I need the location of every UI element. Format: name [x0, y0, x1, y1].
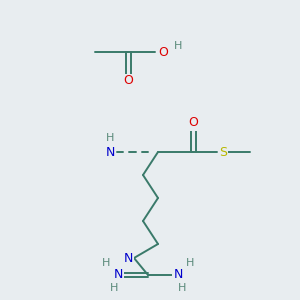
Text: H: H: [102, 258, 110, 268]
Text: O: O: [188, 116, 198, 130]
Text: N: N: [173, 268, 183, 281]
Text: H: H: [110, 283, 118, 293]
Text: O: O: [123, 74, 133, 88]
Text: N: N: [105, 146, 115, 158]
Text: H: H: [174, 41, 182, 51]
Text: N: N: [113, 268, 123, 281]
Text: S: S: [219, 146, 227, 158]
Text: H: H: [186, 258, 194, 268]
Text: H: H: [106, 133, 114, 143]
Text: H: H: [178, 283, 186, 293]
Text: O: O: [158, 46, 168, 59]
Text: N: N: [123, 251, 133, 265]
